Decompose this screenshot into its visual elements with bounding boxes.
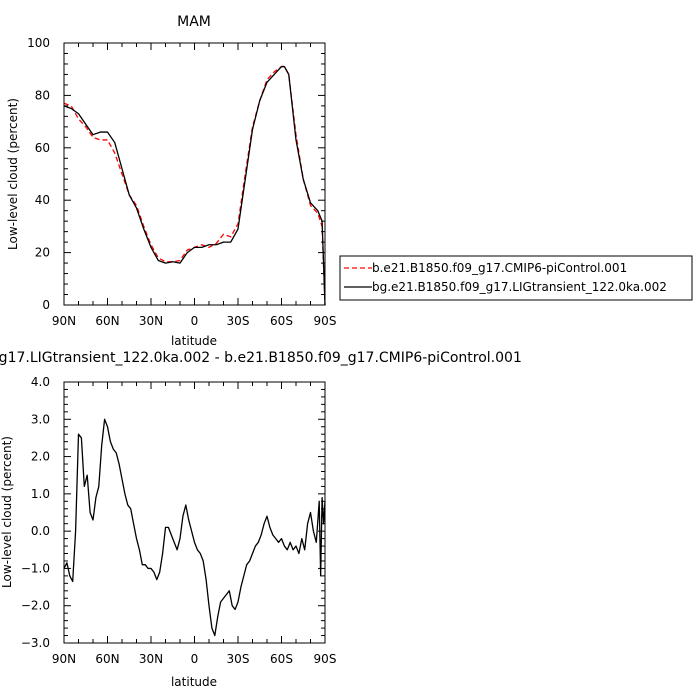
- bottom-chart: bg.e21.B1850.f09_g17.LIGtransient_122.0k…: [0, 350, 522, 689]
- bottom-y-ticks: −3.0 −2.0 −1.0 0.0 1.0 2.0 3.0 4.0: [21, 375, 325, 650]
- legend-label-series-1: b.e21.B1850.f09_g17.CMIP6-piControl.001: [372, 261, 627, 275]
- top-y-tick-label: 40: [35, 193, 50, 207]
- top-y-tick-label: 60: [35, 141, 50, 155]
- legend: b.e21.B1850.f09_g17.CMIP6-piControl.001 …: [339, 255, 693, 301]
- top-y-tick-label: 20: [35, 246, 50, 260]
- bottom-x-tick-label: 0: [191, 652, 199, 666]
- top-y-tick-label: 0: [42, 298, 50, 312]
- bottom-plot-area: [63, 418, 326, 637]
- top-x-tick-label: 90S: [314, 314, 337, 328]
- top-y-ticks: 0 20 40 60 80 100: [27, 36, 325, 312]
- top-x-tick-label: 60S: [270, 314, 293, 328]
- bottom-y-tick-label: 3.0: [31, 412, 50, 426]
- bottom-plot-frame: [63, 381, 326, 644]
- top-x-tick-label: 0: [191, 314, 199, 328]
- bottom-y-tick-label: −2.0: [21, 599, 50, 613]
- bottom-y-axis-label: Low-level cloud (percent): [0, 436, 14, 588]
- bottom-y-tick-label: −3.0: [21, 636, 50, 650]
- top-y-axis-label: Low-level cloud (percent): [6, 98, 20, 250]
- bottom-y-tick-label: 2.0: [31, 450, 50, 464]
- bottom-y-tick-label: 1.0: [31, 487, 50, 501]
- bottom-y-tick-label: −1.0: [21, 561, 50, 575]
- bottom-y-tick-label: 4.0: [31, 375, 50, 389]
- legend-label-series-2: bg.e21.B1850.f09_g17.LIGtransient_122.0k…: [372, 280, 667, 294]
- bottom-x-tick-label: 30N: [139, 652, 163, 666]
- legend-box: [339, 255, 693, 301]
- bottom-x-tick-label: 90S: [314, 652, 337, 666]
- bottom-x-axis-label: latitude: [171, 675, 217, 689]
- bottom-x-tick-label: 30S: [227, 652, 250, 666]
- top-y-tick-label: 80: [35, 88, 50, 102]
- top-series-line-1: [63, 65, 326, 306]
- top-chart-title: MAM: [177, 14, 211, 30]
- bottom-x-ticks: 90N 60N 30N 0 30S 60S 90S: [52, 382, 337, 666]
- top-x-tick-label: 30N: [139, 314, 163, 328]
- top-plot-area: [63, 65, 326, 306]
- top-y-tick-label: 100: [27, 36, 50, 50]
- top-x-tick-label: 60N: [95, 314, 119, 328]
- bottom-x-tick-label: 60S: [270, 652, 293, 666]
- top-x-axis-label: latitude: [171, 334, 217, 348]
- top-chart: MAM 90N 60N 30N 0 30S 60S 90S 0 20 40 60 80 100 lat…: [6, 14, 336, 348]
- bottom-x-tick-label: 60N: [95, 652, 119, 666]
- bottom-chart-title: bg.e21.B1850.f09_g17.LIGtransient_122.0k…: [0, 350, 522, 366]
- top-series-line-2: [63, 65, 326, 306]
- top-x-ticks: 90N 60N 30N 0 30S 60S 90S: [52, 43, 337, 328]
- top-x-tick-label: 30S: [227, 314, 250, 328]
- bottom-y-tick-label: 0.0: [31, 524, 50, 538]
- top-plot-frame: [63, 42, 326, 306]
- bottom-x-tick-label: 90N: [52, 652, 76, 666]
- bottom-series-line-1: [63, 418, 326, 637]
- top-x-tick-label: 90N: [52, 314, 76, 328]
